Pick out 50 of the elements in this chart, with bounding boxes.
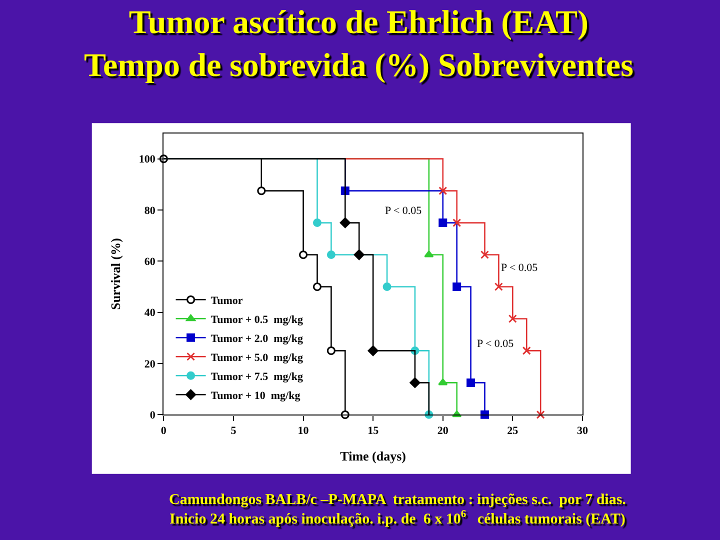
y-tick-label: 80 bbox=[144, 204, 156, 217]
point bbox=[480, 250, 489, 260]
point bbox=[494, 282, 503, 291]
x-tick-label: 0 bbox=[160, 424, 167, 437]
y-tick-label: 40 bbox=[144, 307, 156, 320]
point bbox=[508, 314, 517, 323]
legend-label: Tumor + 5.0 mg/kg bbox=[210, 352, 304, 364]
y-tick-label: 100 bbox=[138, 154, 156, 166]
point bbox=[480, 410, 489, 419]
point bbox=[522, 346, 531, 355]
y-tick-label: 60 bbox=[144, 256, 156, 268]
legend-label: Tumor + 0.5 mg/kg bbox=[210, 314, 304, 326]
y-tick-label: 0 bbox=[150, 410, 156, 422]
x-tick-label: 20 bbox=[437, 424, 449, 437]
point bbox=[438, 218, 448, 228]
annotation: P < 0.05 bbox=[501, 262, 538, 274]
y-axis-title: Survival (%) bbox=[108, 238, 123, 310]
chart-title: Tumor ascítico de Ehrlich (EAT) Tempo de sobrevida (%) Sobreviventes bbox=[84, 5, 634, 84]
point bbox=[438, 186, 448, 196]
y-tick-label: 20 bbox=[144, 358, 156, 370]
x-axis-title: Time (days) bbox=[340, 448, 406, 464]
point bbox=[298, 250, 308, 260]
point bbox=[452, 218, 462, 228]
legend-label: Tumor + 10 mg/kg bbox=[210, 390, 301, 402]
point bbox=[326, 250, 336, 260]
x-tick-label: 25 bbox=[507, 424, 519, 437]
point bbox=[452, 282, 462, 291]
x-tick-label: 30 bbox=[576, 424, 588, 437]
point bbox=[424, 250, 434, 258]
point bbox=[326, 346, 336, 356]
annotation: P < 0.05 bbox=[477, 338, 514, 350]
x-tick-label: 5 bbox=[230, 424, 237, 437]
point bbox=[382, 282, 392, 291]
legend-label: Tumor + 2.0 mg/kg bbox=[210, 332, 304, 345]
point bbox=[354, 249, 364, 260]
point bbox=[438, 378, 448, 386]
x-tick-label: 15 bbox=[368, 424, 380, 437]
legend-label: Tumor bbox=[210, 294, 243, 307]
text: Camundongos BALB/c –P-MAPA tratamento : injeções s.c. por 7 dias. Inicio 24 horas após inoculação. i.p. de 6 x 10$^{6}$ células tumorais (EAT) bbox=[169, 492, 626, 528]
legend-label: Tumor + 7.5 mg/kg bbox=[210, 370, 304, 383]
x-tick-label: 10 bbox=[298, 424, 310, 437]
point bbox=[410, 377, 420, 388]
annotation: P < 0.05 bbox=[385, 205, 422, 217]
point bbox=[312, 282, 322, 292]
point bbox=[312, 218, 322, 228]
point bbox=[340, 217, 350, 228]
point bbox=[368, 345, 378, 356]
point bbox=[536, 410, 545, 419]
point bbox=[257, 186, 266, 196]
point bbox=[466, 378, 476, 387]
